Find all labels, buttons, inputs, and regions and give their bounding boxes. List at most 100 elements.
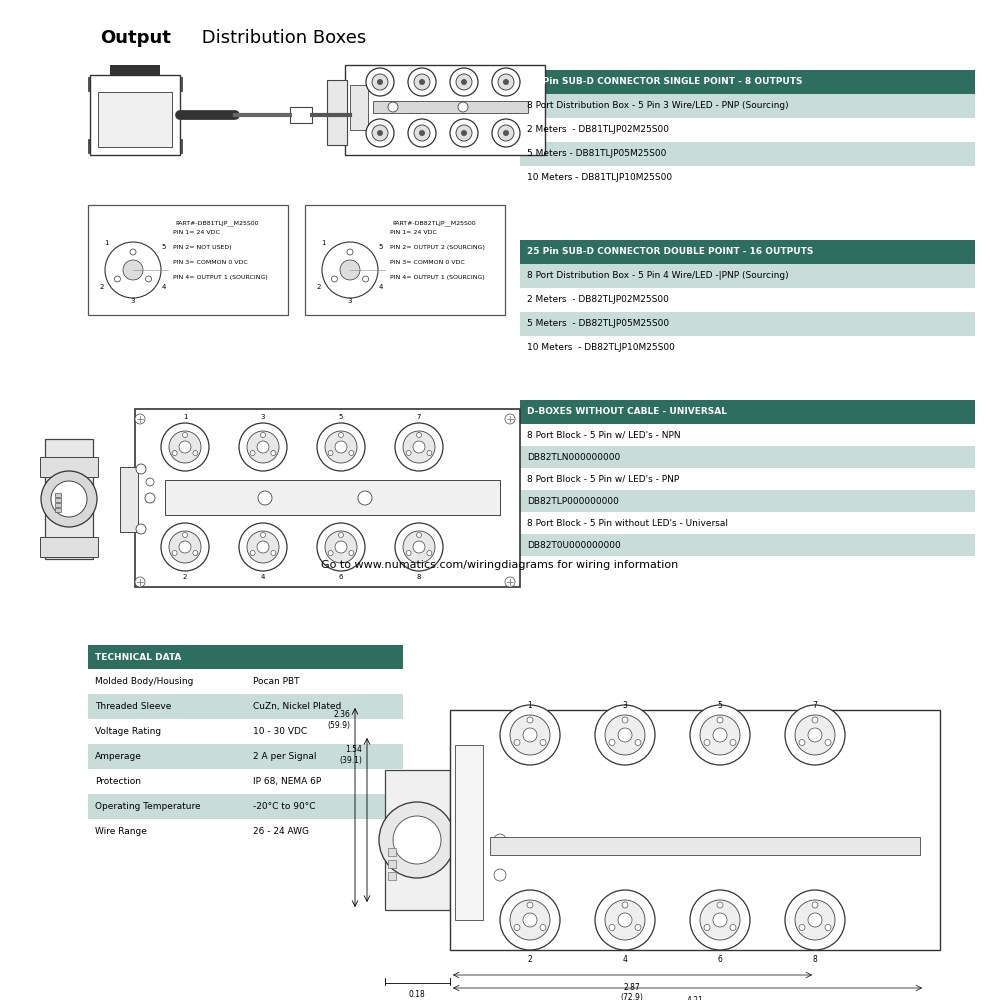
Text: 1: 1 <box>528 700 532 710</box>
Text: DB82TLN000000000: DB82TLN000000000 <box>527 452 620 462</box>
Text: 2.36
(59.9): 2.36 (59.9) <box>327 710 350 730</box>
Text: PART#-DB81TLJP__M25S00: PART#-DB81TLJP__M25S00 <box>175 220 258 226</box>
Bar <box>388 848 396 856</box>
Circle shape <box>785 705 845 765</box>
Bar <box>88 205 288 315</box>
Text: 8: 8 <box>417 574 421 580</box>
Circle shape <box>408 119 436 147</box>
Circle shape <box>595 705 655 765</box>
Text: Threaded Sleeve: Threaded Sleeve <box>95 702 171 711</box>
Circle shape <box>172 550 177 556</box>
Circle shape <box>492 119 520 147</box>
Circle shape <box>700 715 740 755</box>
Circle shape <box>622 717 628 723</box>
Bar <box>88 139 96 153</box>
Text: 10 Meters  - DB82TLJP10M25S00: 10 Meters - DB82TLJP10M25S00 <box>527 344 675 353</box>
Circle shape <box>808 728 822 742</box>
Bar <box>350 85 368 130</box>
Circle shape <box>717 717 723 723</box>
Text: 5 Meters - DB81TLJP05M25S00: 5 Meters - DB81TLJP05M25S00 <box>527 149 666 158</box>
Circle shape <box>700 900 740 940</box>
Circle shape <box>335 441 347 453</box>
Bar <box>388 860 396 868</box>
Circle shape <box>377 79 383 85</box>
Bar <box>450 710 940 950</box>
Bar <box>460 857 476 871</box>
Circle shape <box>182 532 188 538</box>
Text: 5: 5 <box>162 244 166 250</box>
Circle shape <box>605 900 645 940</box>
Text: PIN 2= NOT USED): PIN 2= NOT USED) <box>173 245 232 250</box>
Circle shape <box>456 74 472 90</box>
Bar <box>520 240 975 264</box>
Text: PIN 3= COMMON 0 VDC: PIN 3= COMMON 0 VDC <box>390 260 465 265</box>
Circle shape <box>135 414 145 424</box>
Circle shape <box>250 550 255 556</box>
Text: 3: 3 <box>131 298 135 304</box>
Bar <box>90 75 180 155</box>
Circle shape <box>135 577 145 587</box>
Bar <box>120 467 138 532</box>
Circle shape <box>505 414 515 424</box>
Circle shape <box>413 541 425 553</box>
Circle shape <box>503 130 509 136</box>
Circle shape <box>239 523 287 571</box>
Bar <box>520 142 975 166</box>
Text: 6: 6 <box>718 956 722 964</box>
Bar <box>88 645 403 669</box>
Text: 3: 3 <box>623 700 627 710</box>
Bar <box>55 503 61 507</box>
Bar <box>520 534 975 556</box>
Circle shape <box>169 531 201 563</box>
Circle shape <box>413 441 425 453</box>
Text: 5: 5 <box>339 414 343 420</box>
Circle shape <box>730 924 736 930</box>
Text: numatics: numatics <box>313 219 356 228</box>
Circle shape <box>795 900 835 940</box>
Circle shape <box>825 740 831 746</box>
Circle shape <box>377 130 383 136</box>
Bar <box>165 417 205 472</box>
Bar <box>55 493 61 497</box>
Bar <box>520 94 975 118</box>
Circle shape <box>505 577 515 587</box>
Text: 3: 3 <box>348 298 352 304</box>
Text: 3: 3 <box>261 414 265 420</box>
Circle shape <box>527 902 533 908</box>
Circle shape <box>494 869 506 881</box>
Circle shape <box>317 523 365 571</box>
Circle shape <box>500 890 560 950</box>
Bar <box>55 498 61 502</box>
Circle shape <box>349 550 354 556</box>
Circle shape <box>812 717 818 723</box>
Circle shape <box>704 740 710 746</box>
Circle shape <box>340 260 360 280</box>
Circle shape <box>717 902 723 908</box>
Circle shape <box>179 441 191 453</box>
Circle shape <box>514 740 520 746</box>
Circle shape <box>635 740 641 746</box>
Circle shape <box>395 523 443 571</box>
Circle shape <box>325 531 357 563</box>
Bar <box>40 537 98 557</box>
Circle shape <box>193 550 198 556</box>
Circle shape <box>527 717 533 723</box>
Text: IP 68, NEMA 6P: IP 68, NEMA 6P <box>253 777 321 786</box>
Bar <box>520 400 975 424</box>
Bar <box>88 744 403 769</box>
Bar <box>45 439 93 559</box>
Text: numatics: numatics <box>96 219 139 228</box>
Circle shape <box>704 924 710 930</box>
Circle shape <box>250 450 255 456</box>
Bar <box>98 92 172 147</box>
Bar <box>373 101 528 113</box>
Bar <box>310 211 388 235</box>
Bar <box>520 446 975 468</box>
Circle shape <box>406 550 411 556</box>
Circle shape <box>325 431 357 463</box>
Circle shape <box>461 79 467 85</box>
Text: 2.87
(72.9): 2.87 (72.9) <box>621 983 643 1000</box>
Circle shape <box>331 276 337 282</box>
Circle shape <box>622 902 628 908</box>
Bar <box>399 517 439 572</box>
